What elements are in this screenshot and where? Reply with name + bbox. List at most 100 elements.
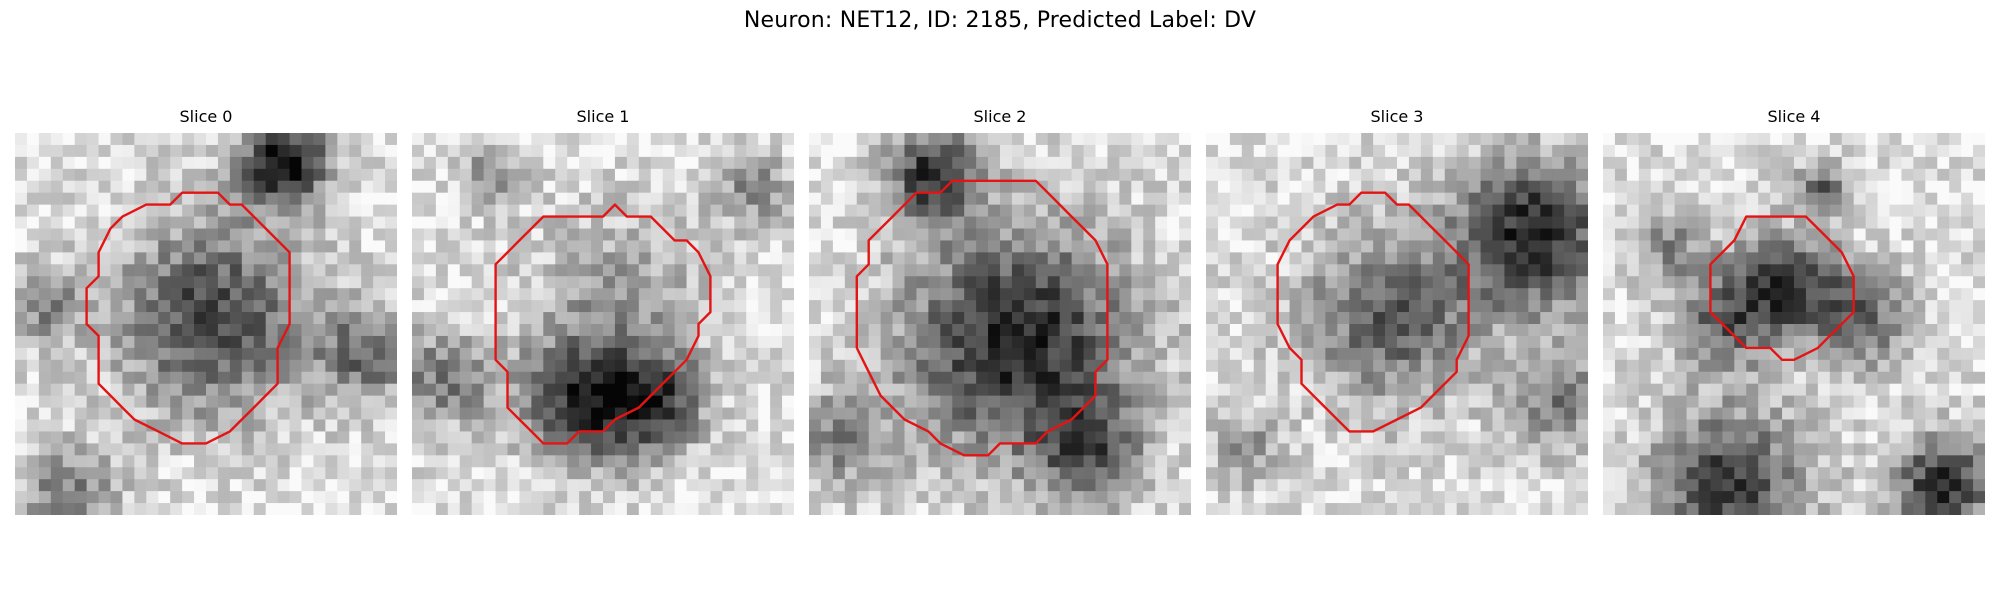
pixel <box>1023 335 1037 349</box>
pixel <box>217 228 231 241</box>
pixel <box>531 204 544 217</box>
pixel <box>1071 443 1084 456</box>
pixel <box>916 156 929 170</box>
pixel <box>1059 300 1073 313</box>
pixel <box>1143 407 1156 420</box>
pixel <box>412 144 425 158</box>
pixel <box>1937 288 1950 301</box>
pixel <box>614 252 628 265</box>
pixel <box>1937 419 1950 432</box>
pixel <box>1853 133 1867 146</box>
pixel <box>349 347 362 361</box>
pixel <box>373 252 386 265</box>
pixel <box>1047 324 1061 337</box>
pixel <box>650 407 664 420</box>
pixel <box>86 204 99 217</box>
pixel <box>194 216 207 229</box>
pixel <box>1925 228 1938 241</box>
pixel <box>928 312 941 325</box>
pixel <box>976 180 989 194</box>
pixel <box>1770 264 1783 277</box>
pixel <box>614 240 628 253</box>
pixel <box>1889 168 1902 182</box>
pixel <box>349 252 362 265</box>
pixel <box>289 419 302 432</box>
pixel <box>1901 300 1914 313</box>
pixel <box>1504 240 1517 253</box>
pixel <box>1576 467 1588 480</box>
pixel <box>182 300 195 313</box>
pixel <box>1889 156 1902 170</box>
pixel <box>170 204 183 217</box>
pixel <box>1650 300 1664 313</box>
pixel <box>1131 335 1144 349</box>
pixel <box>253 467 267 480</box>
pixel <box>868 467 882 480</box>
pixel <box>638 240 652 253</box>
pixel <box>1504 419 1517 432</box>
pixel <box>1564 395 1577 408</box>
pixel <box>1265 300 1279 313</box>
pixel <box>1782 240 1795 253</box>
pixel <box>519 359 532 373</box>
pixel <box>1674 156 1687 170</box>
pixel <box>1143 228 1156 241</box>
pixel <box>447 240 461 253</box>
pixel <box>349 443 362 456</box>
pixel <box>349 168 362 182</box>
pixel <box>1913 228 1926 241</box>
pixel <box>543 192 556 206</box>
pixel <box>1301 419 1314 432</box>
pixel <box>809 455 822 468</box>
pixel <box>820 312 834 325</box>
pixel <box>1865 324 1878 337</box>
pixel <box>1698 168 1711 182</box>
pixel <box>1686 133 1699 146</box>
pixel <box>1456 144 1470 158</box>
pixel <box>1782 383 1795 397</box>
pixel <box>555 240 568 253</box>
pixel <box>531 347 544 361</box>
pixel <box>1119 503 1132 515</box>
pixel <box>976 419 989 432</box>
pixel <box>1011 240 1025 253</box>
pixel <box>1516 276 1529 289</box>
pixel <box>1408 288 1422 301</box>
pixel <box>746 312 759 325</box>
pixel <box>820 156 834 170</box>
pixel <box>1373 240 1386 253</box>
pixel <box>1265 431 1279 444</box>
pixel <box>459 264 473 277</box>
pixel <box>134 252 147 265</box>
pixel <box>206 359 219 373</box>
pixel <box>1889 347 1902 361</box>
pixel <box>1277 133 1290 146</box>
pixel <box>1047 204 1061 217</box>
pixel <box>758 335 771 349</box>
pixel <box>734 359 747 373</box>
pixel <box>1516 228 1529 241</box>
pixel <box>1516 192 1529 206</box>
pixel <box>301 228 314 241</box>
pixel <box>483 300 496 313</box>
pixel <box>650 288 664 301</box>
pixel <box>1516 431 1529 444</box>
pixel <box>1107 264 1120 277</box>
pixel <box>1432 324 1446 337</box>
pixel <box>349 133 362 146</box>
pixel <box>1385 216 1398 229</box>
pixel <box>1385 467 1398 480</box>
pixel <box>313 383 326 397</box>
pixel <box>507 300 520 313</box>
pixel <box>880 156 893 170</box>
pixel <box>758 144 771 158</box>
pixel <box>1444 144 1458 158</box>
pixel <box>686 264 699 277</box>
pixel <box>15 228 28 241</box>
pixel <box>1420 443 1434 456</box>
pixel <box>301 335 314 349</box>
pixel <box>206 419 219 432</box>
pixel <box>1047 252 1061 265</box>
pixel <box>820 347 834 361</box>
pixel <box>206 335 219 349</box>
